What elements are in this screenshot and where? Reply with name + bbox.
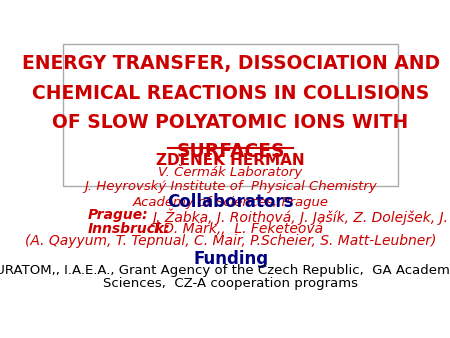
Text: Collaborators: Collaborators [167, 193, 294, 211]
Text: OF SLOW POLYATOMIC IONS WITH: OF SLOW POLYATOMIC IONS WITH [53, 113, 409, 132]
Text: V. Čermák Laboratory: V. Čermák Laboratory [158, 164, 303, 179]
Text: CHEMICAL REACTIONS IN COLLISIONS: CHEMICAL REACTIONS IN COLLISIONS [32, 83, 429, 102]
Text: Funding: Funding [193, 250, 268, 268]
Text: SURFACES: SURFACES [176, 142, 285, 161]
Text: Academy of Sciences, Prague: Academy of Sciences, Prague [133, 196, 328, 210]
Text: T.D. Märk,,  L. Feketeová: T.D. Märk,, L. Feketeová [152, 222, 323, 236]
Text: ENERGY TRANSFER, DISSOCIATION AND: ENERGY TRANSFER, DISSOCIATION AND [22, 54, 440, 73]
Text: Sciences,  CZ-A cooperation programs: Sciences, CZ-A cooperation programs [103, 276, 358, 290]
FancyBboxPatch shape [63, 45, 398, 186]
Text: Prague:: Prague: [88, 209, 148, 222]
Text: EURATOM,, I.A.E.A., Grant Agency of the Czech Republic,  GA Academy of: EURATOM,, I.A.E.A., Grant Agency of the … [0, 264, 450, 277]
Text: J. Žabka, J. Roithová, J. Jašík, Z. Dolejšek, J. Kubišta: J. Žabka, J. Roithová, J. Jašík, Z. Dole… [152, 209, 450, 225]
Text: Innsbruck:: Innsbruck: [88, 222, 171, 236]
Text: ZDENEK HERMAN: ZDENEK HERMAN [156, 153, 305, 168]
Text: (A. Qayyum, T. Tepnual, C. Mair, P.Scheier, S. Matt-Leubner): (A. Qayyum, T. Tepnual, C. Mair, P.Schei… [25, 234, 436, 248]
Text: J. Heyrovský Institute of  Physical Chemistry: J. Heyrovský Institute of Physical Chemi… [84, 180, 377, 193]
